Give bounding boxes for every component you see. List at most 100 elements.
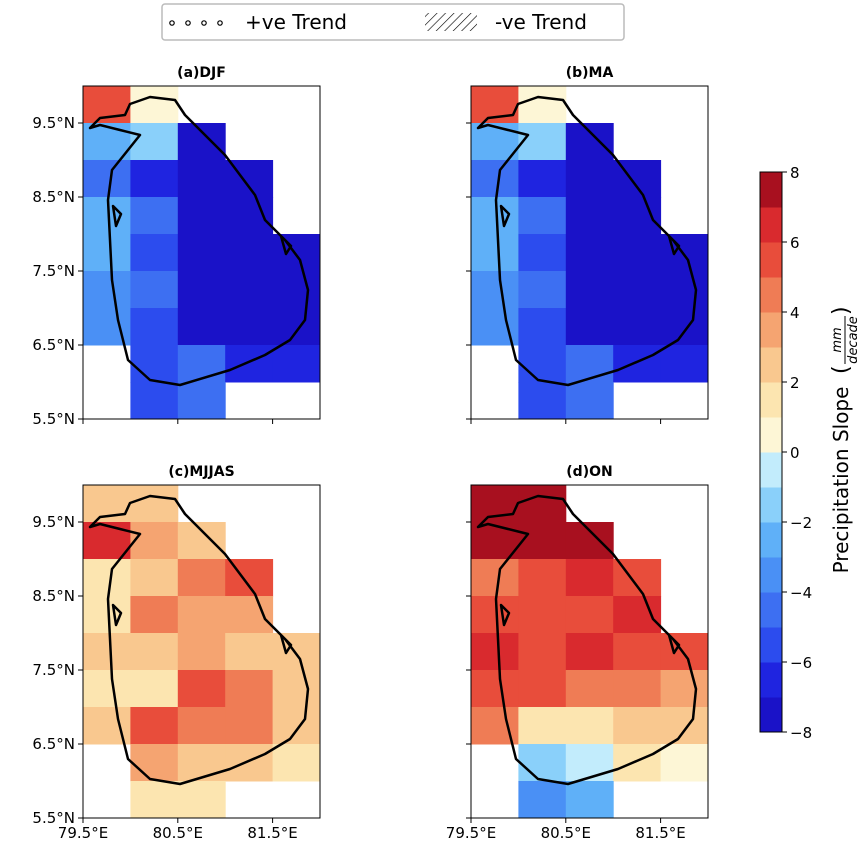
grid-cell (130, 234, 179, 272)
grid-cell (83, 234, 131, 272)
grid-cell (272, 707, 321, 745)
grid-cell (518, 308, 567, 346)
grid-cell (272, 345, 321, 383)
grid-cell (518, 485, 567, 523)
grid-cell (272, 308, 321, 346)
grid-cell (565, 744, 614, 782)
colorbar-tick-label: −6 (790, 654, 812, 672)
grid-cell (565, 559, 614, 597)
dots-symbol (169, 20, 223, 26)
lat-tick-label: 8.5°N (32, 587, 75, 605)
grid-cell (565, 160, 614, 198)
grid-cell (83, 559, 131, 597)
colorbar-tick-label: 0 (790, 444, 800, 462)
colorbar-bin (760, 627, 782, 663)
legend: +ve Trend -ve Trend (161, 3, 625, 41)
lon-tick-label: 80.5°E (541, 824, 591, 842)
panel-title: (d)ON (566, 464, 612, 480)
grid-cell (177, 234, 226, 272)
map-panel: (b)MA (466, 65, 709, 424)
lat-tick-label: 5.5°N (32, 410, 75, 428)
grid-cell (130, 670, 179, 708)
grid-cell (83, 160, 131, 198)
grid-cell (518, 670, 567, 708)
colorbar-bin (760, 592, 782, 628)
grid-cell (177, 345, 226, 383)
grid-cell (565, 522, 614, 560)
grid-cell (565, 670, 614, 708)
grid-cell (565, 271, 614, 309)
grid-cell (130, 707, 179, 745)
grid-cell (130, 123, 179, 161)
grid-cell (518, 744, 567, 782)
grid-cell (272, 271, 321, 309)
grid-cell (130, 781, 179, 819)
grid-cell (272, 234, 321, 272)
grid-cell (518, 86, 567, 124)
grid-cell (130, 633, 179, 671)
grid-cell (130, 271, 179, 309)
grid-cell (177, 559, 226, 597)
map-panel: (a)DJF 9.5°N 8.5°N 7.5°N 6.5°N 5.5°N (32, 65, 321, 428)
grid-cell (177, 707, 226, 745)
grid-cell (471, 234, 519, 272)
colorbar-bin (760, 207, 782, 243)
grid-cell (225, 197, 274, 235)
grid-cell (660, 633, 709, 671)
lat-tick-label: 8.5°N (32, 188, 75, 206)
colorbar-bin (760, 452, 782, 488)
panel-title: (b)MA (566, 65, 614, 81)
grid-cell (177, 160, 226, 198)
grid-cell (225, 234, 274, 272)
legend-label: +ve Trend (245, 10, 347, 34)
legend-label: -ve Trend (495, 10, 587, 34)
grid-cell (565, 308, 614, 346)
grid-cell (177, 781, 226, 819)
grid-cell (225, 670, 274, 708)
grid-cell (613, 707, 662, 745)
grid-cell (613, 345, 662, 383)
lat-tick-label: 6.5°N (32, 336, 75, 354)
lon-tick-label: 80.5°E (153, 824, 203, 842)
lat-tick-label: 7.5°N (32, 661, 75, 679)
grid-cell (83, 271, 131, 309)
grid-cell (565, 596, 614, 634)
grid-cell (565, 123, 614, 161)
grid-cell (613, 596, 662, 634)
grid-cell (225, 633, 274, 671)
grid-cell (130, 485, 179, 523)
grid-cell (225, 345, 274, 383)
grid-cell (518, 197, 567, 235)
unit-denominator: decade (846, 316, 861, 364)
panel-frame (470, 484, 709, 819)
grid-cell (471, 271, 519, 309)
colorbar-tick-label: 2 (790, 374, 800, 392)
grid-cell (518, 781, 567, 819)
legend-box (161, 3, 625, 41)
grid-cell (83, 633, 131, 671)
grid-cell (471, 633, 519, 671)
panel-frame (82, 85, 321, 420)
lat-tick-label: 6.5°N (32, 735, 75, 753)
lon-tick-label: 79.5°E (58, 824, 108, 842)
grid-cell (565, 707, 614, 745)
colorbar-tick-label: 6 (790, 234, 800, 252)
grid-cell (518, 160, 567, 198)
grid-cell (130, 345, 179, 383)
lon-tick-label: 81.5°E (247, 824, 297, 842)
grid-cell (565, 781, 614, 819)
grid-cell (613, 633, 662, 671)
grid-cell (177, 123, 226, 161)
grid-cell (565, 234, 614, 272)
grid-cell (177, 633, 226, 671)
grid-cell (660, 234, 709, 272)
grid-cell (83, 522, 131, 560)
colorbar-bin (760, 557, 782, 593)
grid-cell (565, 197, 614, 235)
lat-tick-label: 9.5°N (32, 114, 75, 132)
colorbar-bin (760, 382, 782, 418)
grid-cell (225, 596, 274, 634)
grid-cell (518, 382, 567, 420)
colorbar-tick-label: −2 (790, 514, 812, 532)
